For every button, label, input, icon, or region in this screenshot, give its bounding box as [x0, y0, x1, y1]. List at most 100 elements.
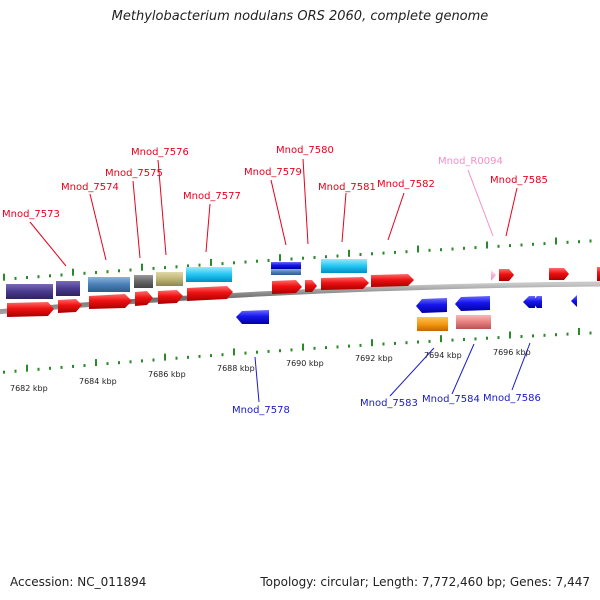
tick-mark [451, 247, 454, 251]
rna-gene-arrow [491, 270, 496, 281]
gene-arrow [571, 295, 577, 307]
leader-mnod-7582 [387, 192, 405, 241]
lower-tick-row [3, 328, 592, 374]
gene-label[interactable]: Mnod_7580 [276, 145, 334, 156]
gene-label[interactable]: Mnod_7574 [61, 182, 119, 193]
feature-box [6, 284, 53, 299]
leader-mnod-7581 [341, 192, 347, 243]
tick-mark [520, 243, 523, 247]
gene-label[interactable]: Mnod_7583 [360, 398, 418, 409]
tick-mark [49, 366, 51, 370]
feature-row-upper [6, 259, 367, 299]
tick-mark [175, 356, 178, 360]
gene-label[interactable]: Mnod_7585 [490, 175, 548, 186]
tick-mark [152, 266, 155, 270]
gene-arrow [549, 268, 569, 280]
gene-arrow [455, 296, 490, 311]
tick-mark [543, 333, 546, 337]
tick-mark [348, 344, 350, 348]
gene-arrow [236, 310, 269, 324]
tick-mark [394, 250, 396, 254]
gene-arrow [272, 280, 302, 294]
forward-genes [7, 267, 600, 317]
gene-label[interactable]: Mnod_7573 [2, 209, 60, 220]
tick-mark [509, 331, 511, 339]
tick-mark [37, 275, 40, 279]
tick-mark [382, 251, 385, 255]
leader-mnod-7586 [511, 342, 531, 391]
feature-box [134, 275, 153, 288]
gene-label[interactable]: Mnod_7586 [483, 393, 541, 404]
gene-label[interactable]: Mnod_7575 [105, 168, 163, 179]
gene-label[interactable]: Mnod_7578 [232, 405, 290, 416]
gene-arrow [89, 294, 132, 309]
tick-mark [405, 341, 408, 345]
tick-mark [302, 256, 304, 260]
tick-mark [49, 274, 51, 278]
gene-arrow [416, 298, 447, 313]
tick-mark [129, 268, 132, 272]
accession-text: Accession: NC_011894 [10, 575, 147, 589]
tick-mark [428, 339, 431, 343]
tick-mark [555, 237, 557, 245]
feature-box [271, 262, 301, 269]
tick-mark [440, 248, 442, 252]
tick-mark [359, 343, 362, 347]
tick-mark [60, 365, 63, 369]
tick-mark [164, 353, 166, 361]
tick-mark [371, 339, 373, 347]
feature-box [321, 259, 367, 273]
gene-arrow [321, 277, 369, 290]
tick-mark [394, 341, 396, 345]
tick-mark [555, 333, 557, 337]
scale-label: 7694 kbp [424, 351, 462, 360]
gene-label[interactable]: Mnod_7581 [318, 182, 376, 193]
tick-mark [486, 241, 488, 249]
genome-title: Methylobacterium nodulans ORS 2060, comp… [111, 9, 489, 24]
tick-mark [187, 355, 189, 359]
tick-mark [233, 348, 235, 356]
tick-mark [313, 256, 316, 259]
gene-label[interactable]: Mnod_7579 [244, 167, 302, 178]
tick-mark [371, 252, 373, 256]
tick-mark [359, 253, 362, 256]
tick-mark [72, 364, 74, 368]
gene-labels: Mnod_7573 Mnod_7574 Mnod_7575 Mnod_7576 … [2, 145, 548, 416]
tick-mark [210, 258, 212, 266]
tick-mark [325, 255, 327, 259]
scale-labels: 7682 kbp 7684 kbp 7686 kbp 7688 kbp 7690… [10, 348, 531, 393]
scale-label: 7682 kbp [10, 384, 48, 393]
gene-label[interactable]: Mnod_7582 [377, 179, 435, 190]
gene-arrow [532, 296, 542, 308]
upper-tick-row [3, 237, 592, 281]
gene-arrow [7, 302, 54, 317]
tick-mark [83, 271, 86, 275]
scale-label: 7688 kbp [217, 364, 255, 373]
tick-mark [486, 336, 488, 340]
scale-label: 7692 kbp [355, 354, 393, 363]
leader-mnod-7583 [389, 347, 435, 397]
gene-label[interactable]: Mnod_7577 [183, 191, 241, 202]
tick-mark [221, 353, 224, 357]
scale-label: 7696 kbp [493, 348, 531, 357]
feature-box [88, 277, 130, 292]
gene-label[interactable]: Mnod_7584 [422, 394, 480, 405]
gene-arrow [187, 286, 233, 301]
gene-arrow [371, 274, 414, 287]
tick-mark [532, 242, 534, 246]
tick-mark [543, 242, 546, 246]
feature-box [417, 317, 448, 331]
gene-label[interactable]: Mnod_7576 [131, 147, 189, 158]
tick-mark [26, 364, 28, 372]
label-leaders [29, 158, 531, 403]
tick-mark [313, 346, 316, 350]
gene-arrow [523, 296, 535, 308]
tick-mark [72, 268, 74, 276]
tick-mark [589, 331, 592, 335]
tick-mark [152, 358, 155, 362]
tick-mark [244, 351, 247, 355]
tick-mark [509, 244, 511, 248]
gene-label[interactable]: Mnod_R0094 [438, 156, 503, 167]
tick-mark [83, 364, 86, 367]
leader-mnod-r0094 [467, 169, 494, 237]
